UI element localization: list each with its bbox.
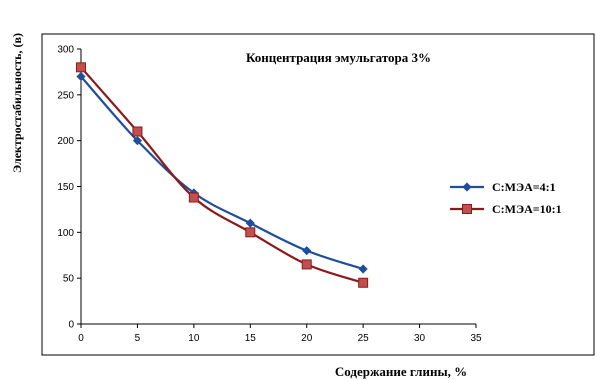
data-point — [301, 259, 312, 270]
series-layer — [76, 62, 369, 288]
legend-label: С:МЭА=4:1 — [492, 180, 556, 194]
data-point — [358, 264, 368, 274]
data-point — [76, 62, 86, 73]
data-point — [358, 277, 369, 288]
x-tick-label: 10 — [188, 333, 200, 344]
y-tick-label: 0 — [68, 320, 74, 331]
legend-item: С:МЭА=10:1 — [450, 202, 562, 216]
x-tick-label: 5 — [135, 333, 141, 344]
y-tick-label: 150 — [57, 182, 74, 193]
chart-frame — [41, 33, 595, 356]
legend-marker — [462, 204, 472, 214]
x-axis-label: Содержание глины, % — [335, 364, 467, 379]
x-tick-label: 30 — [414, 333, 426, 344]
x-tick-label: 35 — [470, 333, 482, 344]
series-1 — [76, 71, 368, 274]
x-tick-label: 15 — [245, 333, 257, 344]
x-tick-label: 20 — [301, 333, 313, 344]
data-point — [302, 246, 312, 256]
y-tick-label: 300 — [57, 45, 74, 56]
x-ticks: 0 5 10 15 20 25 30 35 — [78, 324, 482, 344]
data-point — [245, 227, 256, 238]
data-point — [132, 126, 143, 137]
data-point — [76, 71, 86, 82]
x-tick-label: 25 — [358, 333, 370, 344]
y-axis-label: Электростабильность, (в) — [10, 33, 24, 173]
axes — [80, 49, 476, 325]
y-tick-label: 100 — [57, 228, 74, 239]
legend-marker — [462, 182, 472, 192]
x-tick-label: 0 — [78, 333, 84, 344]
data-point — [132, 136, 142, 146]
y-ticks: 0 50 100 150 200 250 300 — [57, 45, 81, 331]
series-line — [80, 75, 364, 271]
y-tick-label: 250 — [57, 90, 74, 101]
legend-label: С:МЭА=10:1 — [492, 202, 562, 216]
chart-title: Концентрация эмульгатора 3% — [246, 50, 431, 65]
legend: С:МЭА=4:1 С:МЭА=10:1 — [450, 180, 562, 216]
y-tick-label: 50 — [63, 274, 75, 285]
data-point — [245, 218, 255, 228]
series-2 — [76, 62, 369, 288]
data-point — [188, 192, 199, 203]
y-tick-label: 200 — [57, 136, 74, 147]
legend-item: С:МЭА=4:1 — [450, 180, 556, 194]
series-line — [80, 66, 364, 284]
